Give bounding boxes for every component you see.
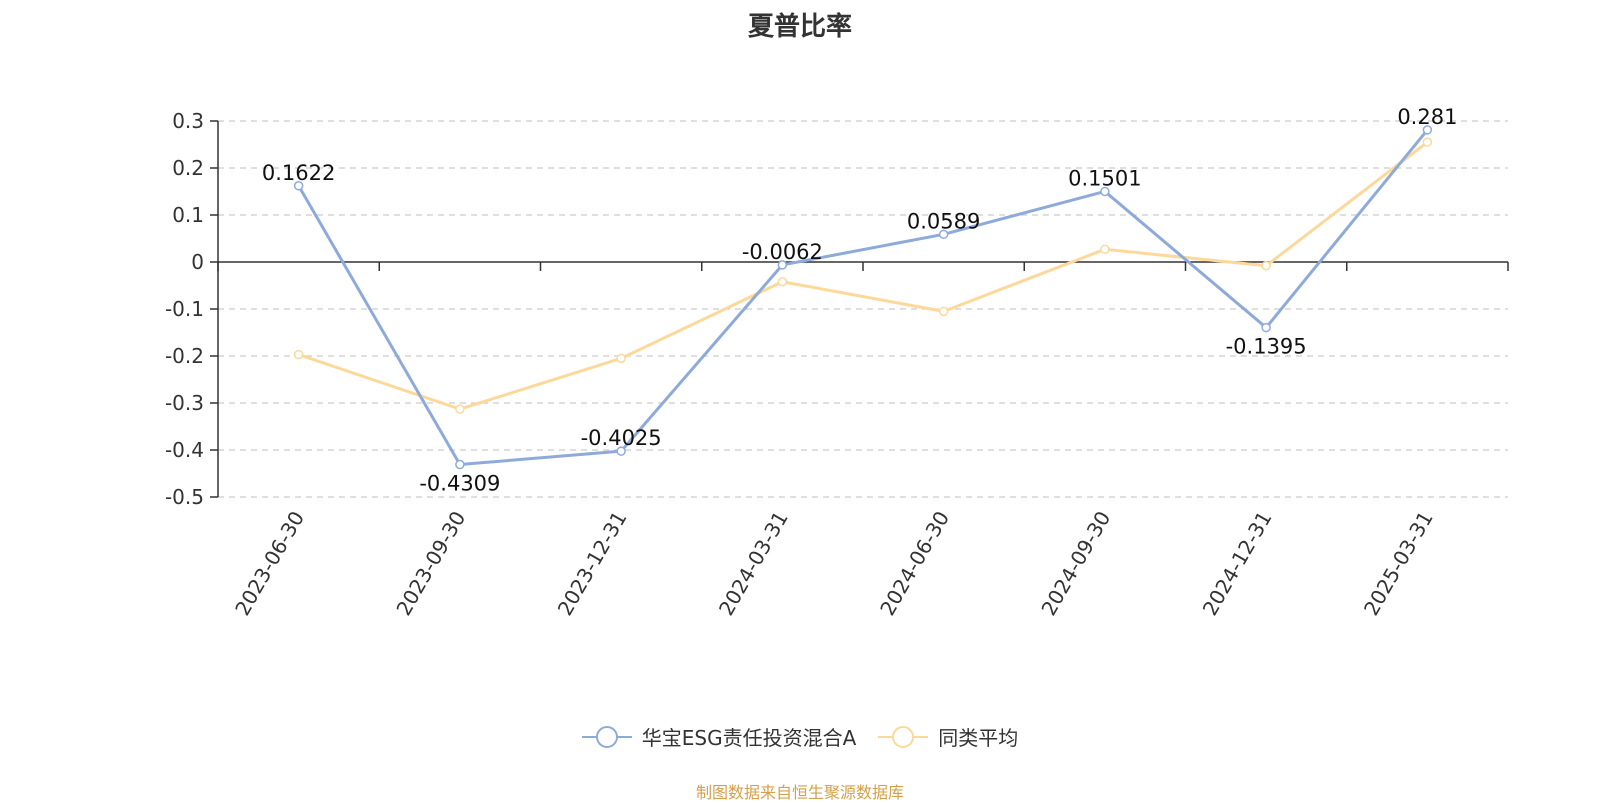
data-label: -0.1395 xyxy=(1226,335,1307,359)
data-point-series-1[interactable] xyxy=(1261,322,1271,333)
data-label: 0.1501 xyxy=(1068,166,1141,190)
series-line-1 xyxy=(297,128,1429,467)
data-point-series-2[interactable] xyxy=(1422,137,1433,147)
data-point-series-1[interactable] xyxy=(293,181,304,191)
legend-item-series-1[interactable]: 华宝ESG责任投资混合A xyxy=(581,722,857,751)
data-label: -0.4309 xyxy=(419,472,500,496)
axes: 0.3 0.2 0.1 0 -0.1 -0.2 -0.3 -0.4 -0.5 2023-06-30… xyxy=(165,109,1509,620)
legend: 华宝ESG责任投资混合A 同类平均 xyxy=(0,722,1600,751)
x-tick-label: 2024-12-31 xyxy=(1198,507,1277,620)
data-point-series-1[interactable] xyxy=(616,446,626,456)
data-label: -0.0062 xyxy=(742,240,823,264)
data-point-series-1[interactable] xyxy=(938,229,949,240)
data-point-series-1[interactable] xyxy=(1100,186,1110,197)
data-point-series-2[interactable] xyxy=(1261,261,1271,271)
x-tick-label: 2024-03-31 xyxy=(714,507,793,620)
data-point-series-1[interactable] xyxy=(777,260,788,270)
legend-label-series-2: 同类平均 xyxy=(938,726,1019,750)
data-point-series-1[interactable] xyxy=(1422,125,1433,135)
data-point-series-1[interactable] xyxy=(455,459,465,470)
y-tick-label: -0.2 xyxy=(165,344,204,368)
x-tick-label: 2023-06-30 xyxy=(230,507,309,620)
series-lines xyxy=(293,125,1433,470)
legend-circle-line-icon xyxy=(581,725,632,748)
data-point-series-2[interactable] xyxy=(777,276,788,287)
data-point-series-2[interactable] xyxy=(293,349,304,360)
legend-item-series-2[interactable]: 同类平均 xyxy=(878,722,1018,751)
data-point-series-2[interactable] xyxy=(938,306,949,317)
x-tick-label: 2025-03-31 xyxy=(1359,507,1438,620)
data-point-series-2[interactable] xyxy=(1100,244,1110,255)
y-tick-label: 0.3 xyxy=(172,109,204,133)
grid-lines xyxy=(218,120,1508,498)
x-tick-label: 2024-09-30 xyxy=(1036,507,1115,620)
y-tick-label: -0.4 xyxy=(165,438,204,462)
legend-circle-line-icon xyxy=(878,725,929,748)
y-tick-label: 0 xyxy=(191,250,204,274)
x-tick-label: 2024-06-30 xyxy=(875,507,954,620)
chart-title: 夏普比率 xyxy=(747,12,852,42)
y-tick-label: 0.1 xyxy=(172,203,204,227)
data-label: 0.281 xyxy=(1397,105,1457,129)
x-tick-label: 2023-09-30 xyxy=(391,507,470,620)
legend-label-series-1: 华宝ESG责任投资混合A xyxy=(641,726,857,750)
data-point-series-2[interactable] xyxy=(616,353,626,364)
data-label: 0.0589 xyxy=(907,209,980,233)
x-tick-label: 2023-12-31 xyxy=(553,507,632,620)
y-tick-label: -0.5 xyxy=(165,485,204,509)
y-tick-label: -0.1 xyxy=(165,297,204,321)
data-label: 0.1622 xyxy=(262,161,335,185)
data-label: -0.4025 xyxy=(581,426,662,450)
data-point-series-2[interactable] xyxy=(455,404,465,414)
data-labels: 0.1622 -0.4309 -0.4025 -0.0062 0.0589 0.1501 -… xyxy=(262,105,1458,496)
y-tick-label: 0.2 xyxy=(172,156,204,180)
source-note: 制图数据来自恒生聚源数据库 xyxy=(695,783,904,802)
series-line-2 xyxy=(298,140,1429,411)
y-tick-label: -0.3 xyxy=(165,391,204,415)
